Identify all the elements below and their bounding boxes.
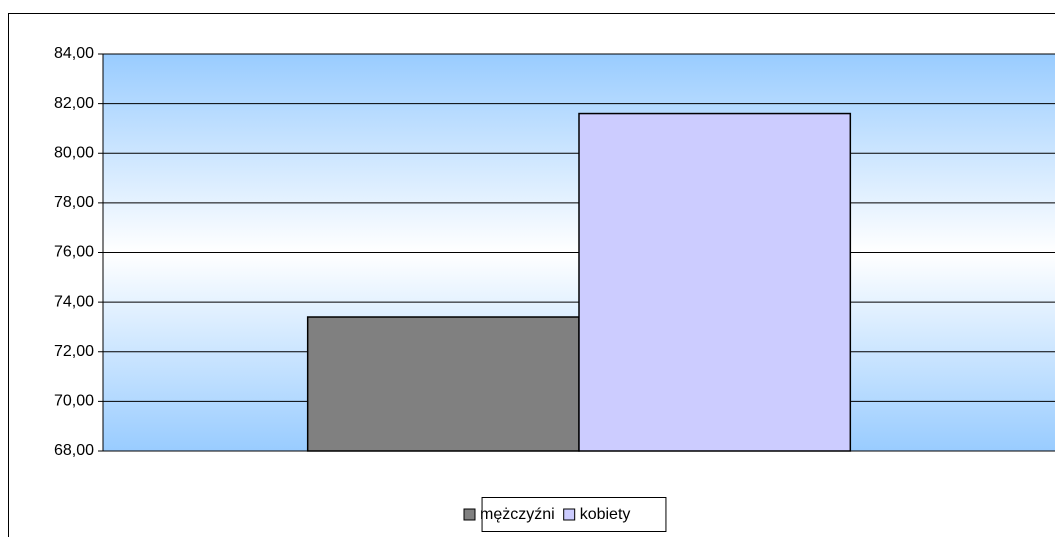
y-tick-label: 76,00 <box>54 244 94 261</box>
y-tick-label: 80,00 <box>54 144 94 161</box>
bar <box>578 112 852 452</box>
y-tick-label: 78,00 <box>54 194 94 211</box>
legend-label: mężczyźni <box>480 506 555 523</box>
y-tick-label: 74,00 <box>54 293 94 310</box>
y-tick-label: 82,00 <box>54 95 94 112</box>
y-tick-label: 72,00 <box>54 343 94 360</box>
legend-label: kobiety <box>580 506 631 523</box>
legend-swatch <box>463 508 476 521</box>
y-tick-label: 84,00 <box>54 45 94 62</box>
legend-swatch <box>563 508 576 521</box>
y-tick-label: 70,00 <box>54 393 94 410</box>
y-tick-label: 68,00 <box>54 442 94 459</box>
chart-frame <box>8 13 1055 537</box>
bar <box>306 316 580 452</box>
